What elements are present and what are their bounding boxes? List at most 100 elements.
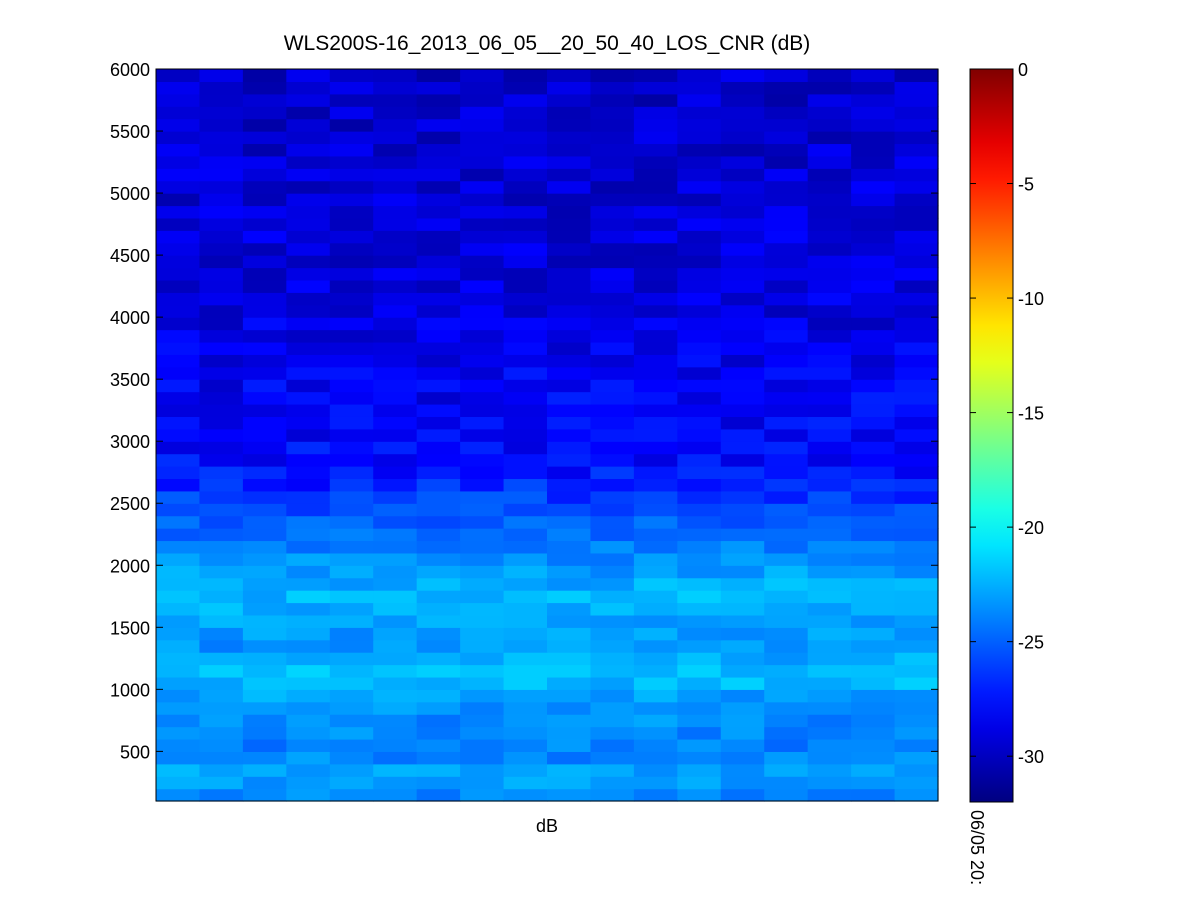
heatmap-cell	[460, 676, 505, 690]
heatmap-cell	[286, 652, 331, 666]
heatmap-cell	[416, 131, 461, 145]
heatmap-cell	[677, 304, 722, 318]
heatmap-cell	[199, 366, 244, 380]
heatmap-cell	[373, 341, 418, 355]
heatmap-cell	[242, 552, 287, 566]
heatmap-cell	[633, 143, 678, 157]
heatmap-cell	[547, 391, 592, 405]
heatmap-cell	[807, 664, 852, 678]
heatmap-cell	[764, 131, 809, 145]
heatmap-cell	[677, 503, 722, 517]
heatmap-cell	[329, 242, 374, 256]
heatmap-cell	[156, 453, 201, 467]
heatmap-cell	[894, 391, 939, 405]
heatmap-cell	[156, 81, 201, 95]
heatmap-cell	[720, 329, 765, 343]
heatmap-cell	[503, 466, 548, 480]
heatmap-cell	[720, 267, 765, 281]
heatmap-cell	[329, 602, 374, 616]
heatmap-cell	[633, 341, 678, 355]
heatmap-cell	[894, 664, 939, 678]
heatmap-cell	[677, 577, 722, 591]
heatmap-cell	[677, 602, 722, 616]
heatmap-cell	[156, 279, 201, 293]
heatmap-cell	[199, 428, 244, 442]
heatmap-cell	[633, 614, 678, 628]
heatmap-cell	[373, 329, 418, 343]
heatmap-cell	[677, 193, 722, 207]
heatmap-cell	[329, 565, 374, 579]
heatmap-cell	[286, 193, 331, 207]
heatmap-cell	[894, 652, 939, 666]
heatmap-cell	[894, 354, 939, 368]
heatmap-cell	[547, 714, 592, 728]
heatmap-cell	[460, 391, 505, 405]
heatmap-cell	[851, 490, 896, 504]
heatmap-cell	[894, 118, 939, 132]
heatmap-cell	[199, 528, 244, 542]
heatmap-cell	[503, 763, 548, 777]
heatmap-cell	[633, 205, 678, 219]
heatmap-cell	[764, 379, 809, 393]
heatmap-cell	[156, 652, 201, 666]
heatmap-cell	[242, 106, 287, 120]
heatmap-cell	[764, 788, 809, 802]
heatmap-cell	[199, 515, 244, 529]
heatmap-cell	[720, 490, 765, 504]
heatmap-cell	[329, 590, 374, 604]
heatmap-cell	[807, 515, 852, 529]
heatmap-cell	[851, 453, 896, 467]
heatmap-cell	[416, 590, 461, 604]
heatmap-cell	[720, 217, 765, 231]
heatmap-cell	[373, 627, 418, 641]
heatmap-cell	[199, 701, 244, 715]
heatmap-cell	[503, 143, 548, 157]
heatmap-cell	[199, 242, 244, 256]
heatmap-cell	[764, 453, 809, 467]
heatmap-cell	[677, 118, 722, 132]
heatmap-cell	[633, 217, 678, 231]
heatmap-cell	[286, 602, 331, 616]
heatmap-cell	[416, 503, 461, 517]
heatmap-cell	[329, 466, 374, 480]
heatmap-cell	[199, 93, 244, 107]
heatmap-cell	[156, 143, 201, 157]
heatmap-cell	[156, 267, 201, 281]
heatmap-cell	[460, 652, 505, 666]
heatmap-cell	[373, 689, 418, 703]
colorbar-bottom-label: 06/05 20:	[967, 810, 987, 885]
heatmap-cell	[894, 776, 939, 790]
heatmap-cell	[329, 366, 374, 380]
heatmap-cell	[156, 317, 201, 331]
heatmap-cell	[764, 676, 809, 690]
heatmap-cell	[329, 664, 374, 678]
heatmap-cell	[547, 627, 592, 641]
heatmap-cell	[677, 676, 722, 690]
heatmap-cell	[286, 267, 331, 281]
heatmap-cell	[329, 131, 374, 145]
heatmap-cell	[807, 155, 852, 169]
heatmap-cell	[590, 118, 635, 132]
heatmap-cell	[416, 689, 461, 703]
heatmap-cell	[156, 155, 201, 169]
heatmap-cell	[242, 664, 287, 678]
heatmap-cell	[547, 528, 592, 542]
heatmap-cell	[720, 478, 765, 492]
heatmap-cell	[633, 515, 678, 529]
heatmap-cell	[590, 664, 635, 678]
heatmap-cell	[503, 614, 548, 628]
heatmap-cell	[156, 751, 201, 765]
heatmap-cell	[460, 664, 505, 678]
heatmap-cell	[633, 131, 678, 145]
heatmap-cell	[416, 528, 461, 542]
heatmap-cell	[199, 81, 244, 95]
heatmap-cell	[807, 776, 852, 790]
heatmap-cell	[851, 242, 896, 256]
heatmap-cell	[286, 118, 331, 132]
heatmap-cell	[633, 664, 678, 678]
heatmap-cell	[373, 69, 418, 83]
heatmap-cell	[547, 230, 592, 244]
heatmap-cell	[373, 676, 418, 690]
heatmap-cell	[503, 478, 548, 492]
heatmap-cell	[199, 689, 244, 703]
